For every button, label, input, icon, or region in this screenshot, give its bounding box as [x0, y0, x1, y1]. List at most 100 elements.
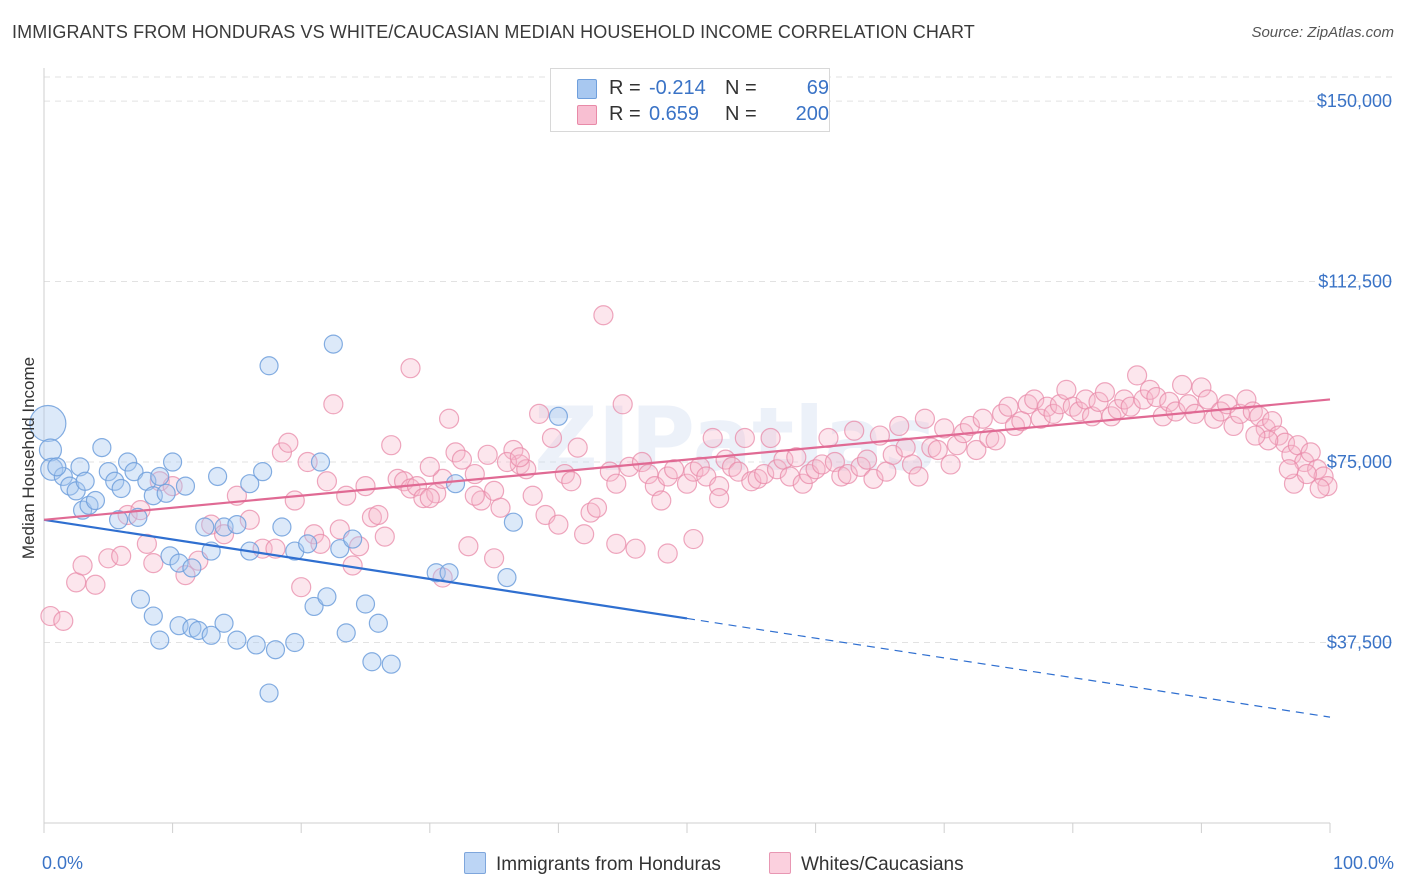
data-point-whites	[1317, 475, 1338, 497]
data-point-whites	[136, 533, 157, 554]
data-point-honduras	[29, 404, 67, 443]
data-point-whites	[734, 427, 755, 449]
data-point-honduras	[298, 534, 318, 554]
data-point-whites	[271, 442, 293, 463]
data-point-whites	[85, 574, 106, 595]
data-point-honduras	[208, 466, 228, 487]
data-point-honduras	[150, 466, 170, 487]
data-point-honduras	[108, 510, 129, 530]
data-point-whites	[490, 497, 511, 518]
data-point-honduras	[201, 625, 221, 645]
data-point-whites	[496, 451, 518, 473]
data-point-whites	[98, 548, 119, 569]
data-point-honduras	[92, 437, 112, 458]
data-point-whites	[657, 543, 678, 564]
bottom-legend-label: Whites/Caucasians	[801, 854, 964, 875]
data-point-whites	[1223, 415, 1244, 437]
data-point-whites	[889, 415, 910, 437]
data-point-whites	[966, 439, 987, 461]
data-point-whites	[927, 439, 948, 461]
data-point-whites	[1309, 478, 1330, 499]
data-point-honduras	[368, 613, 388, 633]
data-point-honduras	[265, 640, 286, 660]
data-point-whites	[844, 420, 865, 441]
legend-r-label: R =	[609, 77, 641, 99]
data-point-whites	[856, 449, 878, 470]
data-point-whites	[895, 437, 916, 458]
x-tick-label-max: 100.0%	[1333, 853, 1394, 873]
data-point-whites	[567, 437, 588, 458]
data-point-whites	[451, 449, 473, 470]
data-point-honduras	[227, 514, 247, 535]
correlation-legend: R = -0.214 N = 69 R = 0.659 N = 200	[550, 68, 830, 132]
legend-n-label: N =	[725, 103, 757, 125]
data-point-whites	[348, 536, 370, 557]
data-point-whites	[876, 461, 897, 482]
data-point-whites	[265, 538, 286, 559]
data-point-honduras	[259, 683, 279, 703]
data-point-whites	[1274, 432, 1296, 453]
data-point-whites	[760, 427, 781, 449]
data-point-whites	[458, 536, 479, 557]
data-point-whites	[709, 488, 730, 509]
data-point-whites	[40, 605, 61, 627]
data-point-whites	[946, 435, 968, 456]
data-point-whites	[837, 463, 858, 485]
data-point-whites	[625, 538, 646, 559]
data-point-honduras	[381, 654, 401, 674]
data-point-whites	[1300, 442, 1321, 463]
bottom-legend-whites: Whites/Caucasians	[769, 852, 964, 876]
data-point-whites	[1133, 389, 1154, 410]
data-point-whites	[541, 427, 563, 449]
data-point-whites	[818, 427, 839, 449]
data-point-whites	[303, 524, 325, 545]
data-point-honduras	[548, 406, 569, 426]
data-point-whites	[1088, 391, 1109, 412]
bottom-legend-swatch-whites	[769, 852, 791, 874]
data-point-whites	[709, 475, 730, 497]
data-point-whites	[355, 475, 376, 497]
data-point-whites	[316, 471, 338, 492]
series-whites-points	[40, 305, 1338, 631]
data-point-whites	[908, 466, 929, 487]
y-tick-label: $112,500	[1318, 272, 1392, 292]
legend-r-value: -0.214	[649, 77, 706, 99]
data-point-whites	[419, 488, 440, 509]
data-point-whites	[593, 305, 614, 326]
data-point-whites	[1258, 430, 1279, 451]
data-point-whites	[374, 526, 395, 547]
data-point-honduras	[53, 466, 73, 487]
data-point-whites	[477, 444, 498, 465]
data-point-whites	[291, 577, 312, 598]
data-point-honduras	[330, 539, 350, 559]
data-point-whites	[1069, 401, 1090, 422]
data-point-whites	[766, 459, 788, 480]
data-point-whites	[676, 473, 698, 494]
data-point-whites	[323, 394, 344, 415]
y-tick-labels: $37,500 $75,000 $112,500 $150,000	[1317, 91, 1392, 652]
data-point-honduras	[188, 620, 208, 641]
data-point-honduras	[163, 452, 183, 472]
data-point-whites	[985, 430, 1006, 451]
data-point-whites	[175, 565, 196, 586]
data-point-honduras	[445, 474, 466, 494]
x-tick-label-min: 0.0%	[42, 853, 83, 873]
data-point-honduras	[317, 587, 337, 607]
data-point-honduras	[156, 483, 176, 503]
data-point-honduras	[182, 558, 202, 578]
data-point-whites	[754, 463, 775, 485]
data-point-whites	[484, 548, 505, 569]
data-point-whites	[1296, 463, 1317, 485]
data-point-whites	[792, 473, 813, 494]
legend-n-label: N =	[725, 77, 757, 99]
data-point-honduras	[304, 596, 324, 617]
data-point-honduras	[259, 356, 279, 376]
data-point-whites	[72, 555, 93, 576]
data-point-whites	[419, 456, 440, 477]
legend-r-value: 0.659	[649, 103, 700, 125]
data-point-honduras	[75, 471, 95, 491]
data-point-whites	[522, 485, 543, 506]
data-point-whites	[863, 468, 884, 489]
data-point-whites	[438, 408, 460, 429]
